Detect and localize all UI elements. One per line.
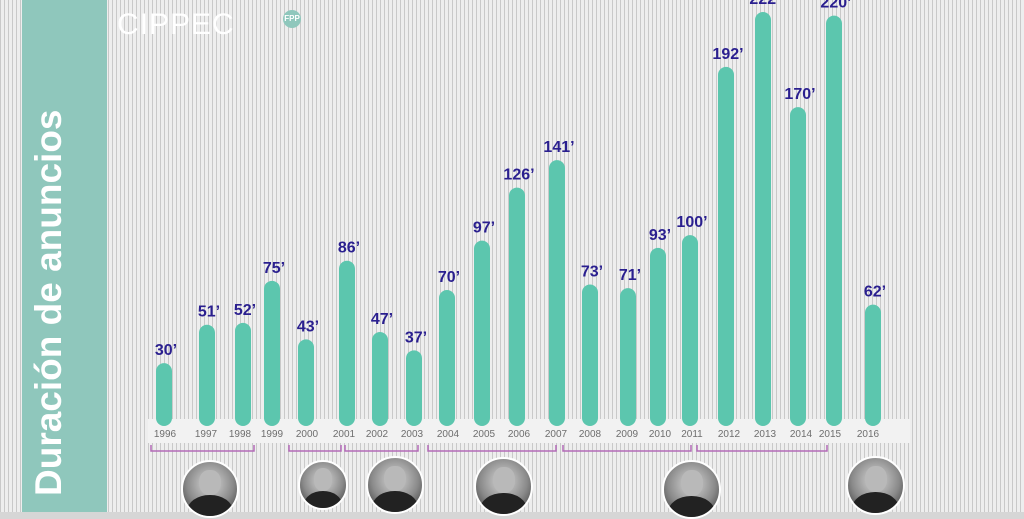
x-tick-label: 2001	[333, 429, 356, 440]
bar	[682, 235, 698, 426]
presidency-bracket	[344, 445, 419, 452]
x-tick-label: 2005	[473, 429, 496, 440]
bar	[439, 289, 455, 426]
bar	[509, 187, 525, 426]
bar	[474, 240, 490, 426]
bar-value-label: 100’	[676, 214, 707, 231]
bar	[865, 304, 881, 426]
bar	[790, 107, 806, 427]
bar-value-label: 86’	[338, 240, 360, 257]
x-tick-label: 2006	[508, 429, 531, 440]
bar	[620, 288, 636, 426]
x-tick-label: 2000	[296, 429, 319, 440]
bar	[650, 247, 666, 426]
bar	[339, 260, 355, 426]
presidency-bracket	[288, 445, 342, 452]
bar-value-label: 52’	[234, 302, 256, 319]
bar	[372, 332, 388, 426]
x-tick-label: 2008	[579, 429, 602, 440]
x-tick-label: 2012	[718, 429, 741, 440]
president-photo-icon	[474, 457, 533, 516]
bar	[199, 324, 215, 426]
bar-value-label: 97’	[473, 220, 495, 237]
presidency-bracket	[427, 445, 557, 452]
x-tick-label: 2003	[401, 429, 424, 440]
x-tick-label: 2010	[649, 429, 672, 440]
president-photo-icon	[181, 460, 239, 518]
bar	[582, 284, 598, 426]
x-tick-label: 2013	[754, 429, 777, 440]
x-tick-label: 1998	[229, 429, 252, 440]
bar	[755, 12, 771, 426]
bar-value-label: 126’	[503, 167, 534, 184]
bar-value-label: 70’	[438, 269, 460, 286]
x-tick-label: 1999	[261, 429, 284, 440]
bar-value-label: 30’	[155, 342, 177, 359]
bar-value-label: 47’	[371, 311, 393, 328]
bar	[156, 363, 172, 426]
y-axis-title-band	[0, 0, 107, 512]
x-tick-label: 1996	[154, 429, 177, 440]
bar-value-label: 43’	[297, 318, 319, 335]
bar-value-label: 75’	[263, 260, 285, 277]
bar-value-label: 192’	[712, 46, 743, 63]
bar-value-label: 220’	[820, 0, 851, 12]
logo-badge-icon: FPP	[283, 10, 301, 28]
x-tick-label: 2016	[857, 429, 880, 440]
bar-value-label: 37’	[405, 329, 427, 346]
x-tick-label: 2011	[681, 429, 703, 440]
bar	[264, 280, 280, 426]
president-photo-icon	[366, 456, 424, 514]
bar-value-label: 222’	[749, 0, 780, 8]
bar	[826, 15, 842, 427]
president-photo-icon	[846, 456, 905, 515]
bar	[718, 66, 734, 426]
x-tick-label: 2004	[437, 429, 460, 440]
x-tick-label: 1997	[195, 429, 218, 440]
bar	[549, 160, 565, 426]
bar-value-label: 73’	[581, 263, 603, 280]
presidency-bracket	[696, 445, 828, 452]
bar-value-label: 71’	[619, 267, 641, 284]
bar-value-label: 141’	[543, 139, 574, 156]
presidency-bracket	[562, 445, 692, 452]
bar-value-label: 62’	[864, 284, 886, 301]
bar-value-label: 170’	[784, 86, 815, 103]
x-tick-label: 2015	[819, 429, 842, 440]
president-photo-icon	[298, 460, 348, 510]
bar-value-label: 93’	[649, 227, 671, 244]
bar	[235, 322, 251, 426]
bar-value-label: 51’	[198, 304, 220, 321]
x-tick-label: 2009	[616, 429, 639, 440]
cippec-logo: CIPPEC	[117, 8, 235, 41]
bar	[406, 350, 422, 426]
bar	[298, 339, 314, 426]
x-tick-label: 2007	[545, 429, 568, 440]
title-band-fill	[22, 0, 107, 512]
president-photo-icon	[662, 460, 721, 519]
presidency-bracket	[150, 445, 255, 452]
x-tick-label: 2014	[790, 429, 813, 440]
x-tick-label: 2002	[366, 429, 389, 440]
